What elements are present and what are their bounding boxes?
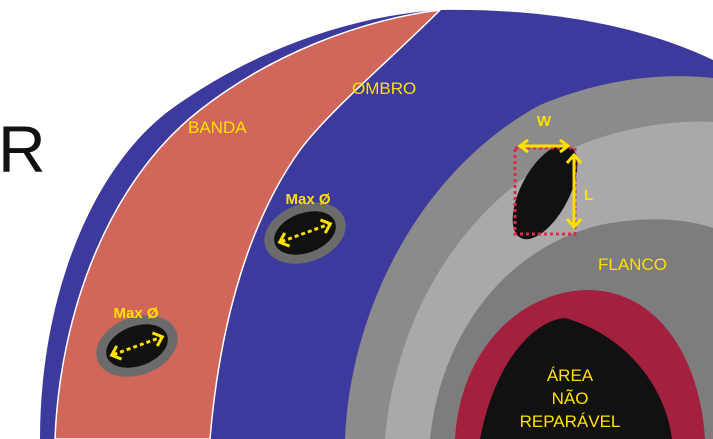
shoulder-label: OMBRO — [352, 79, 416, 98]
bead-inner — [480, 318, 672, 439]
length-label: L — [584, 187, 593, 204]
area-label: ÁREA — [547, 366, 594, 385]
area-label: NÃO — [552, 389, 589, 408]
width-label: W — [537, 113, 552, 130]
sidewall-damage — [512, 144, 578, 240]
tread-label: BANDA — [188, 118, 247, 137]
sidewall-label: FLANCO — [598, 255, 667, 274]
hole — [264, 202, 346, 264]
length-arrow — [565, 152, 583, 230]
area-label: REPARÁVEL — [520, 412, 621, 431]
width-arrow — [517, 138, 571, 154]
hole — [96, 315, 178, 377]
hole-label: Max Ø — [113, 305, 158, 322]
heading-fragment: R — [0, 112, 46, 186]
hole-label: Max Ø — [285, 191, 330, 208]
